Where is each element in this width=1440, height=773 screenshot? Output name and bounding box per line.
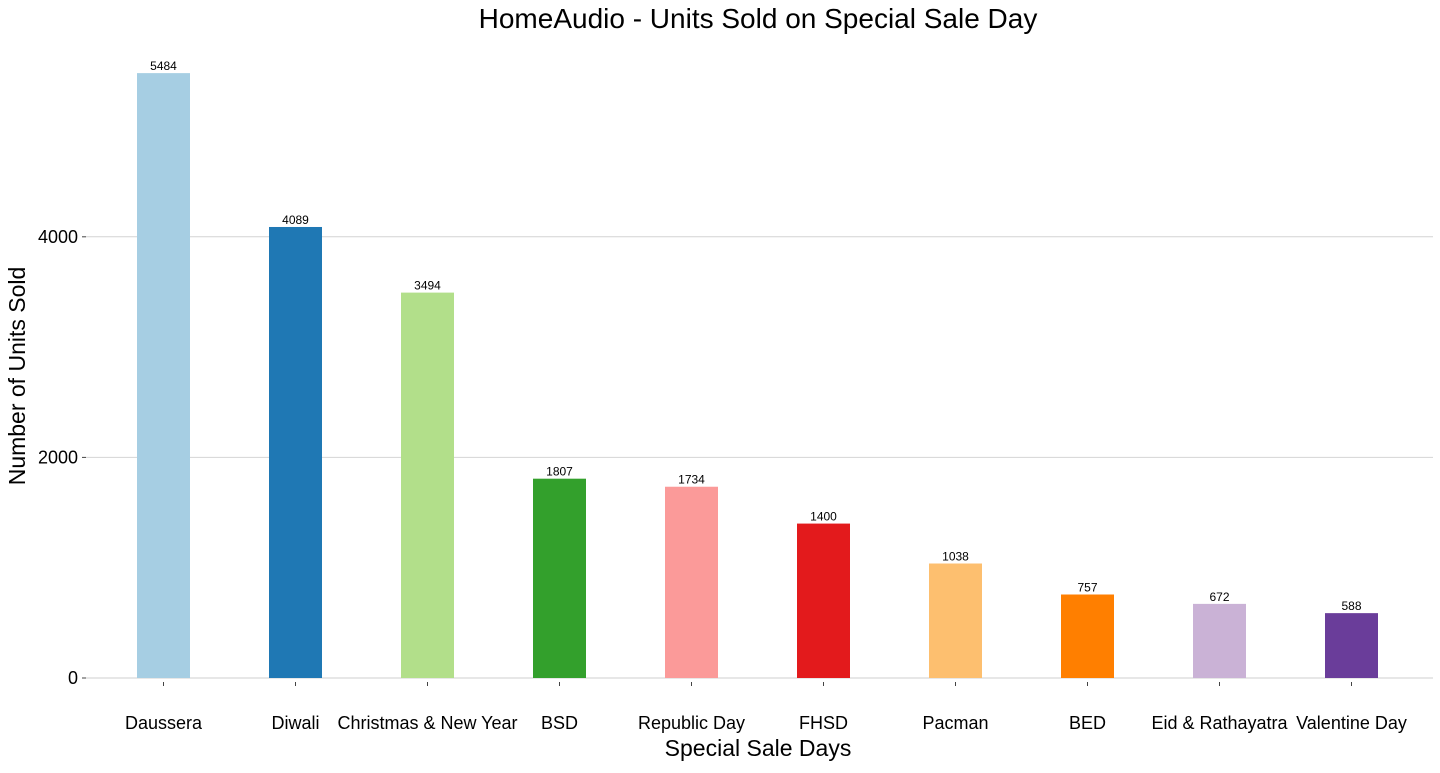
x-tick-labels: Daussera Diwali Christmas & New Year BSD Rep… (125, 682, 1407, 733)
bar (533, 478, 586, 678)
bar (1193, 603, 1246, 678)
bar-value-label: 1038 (942, 550, 969, 564)
bar (665, 486, 718, 678)
x-tick-label: Christmas & New Year (337, 713, 517, 733)
bars (137, 73, 1378, 678)
bar-value-label: 3494 (414, 279, 441, 293)
bar-value-label: 588 (1341, 599, 1361, 613)
x-tick-label: Republic Day (638, 713, 745, 733)
x-tick-label: BSD (541, 713, 578, 733)
bar (137, 73, 190, 678)
y-tick-label: 4000 (38, 227, 78, 247)
x-tick-label: Valentine Day (1296, 713, 1407, 733)
y-tick-label: 2000 (38, 447, 78, 467)
x-axis-title: Special Sale Days (665, 735, 852, 761)
bar (797, 523, 850, 678)
bar-value-label: 1734 (678, 473, 705, 487)
x-tick-label: Diwali (271, 713, 319, 733)
bar (929, 563, 982, 678)
bar-value-label: 757 (1077, 581, 1097, 595)
bar-value-label: 1400 (810, 510, 837, 524)
bar-value-label: 4089 (282, 213, 309, 227)
x-tick-label: Daussera (125, 713, 203, 733)
x-tick-label: Eid & Rathayatra (1151, 713, 1288, 733)
bar (1061, 594, 1114, 678)
y-tick-labels: 0 2000 4000 (38, 227, 86, 688)
y-tick-label: 0 (68, 668, 78, 688)
chart-title: HomeAudio - Units Sold on Special Sale D… (479, 3, 1038, 34)
bar-value-label: 672 (1209, 590, 1229, 604)
y-axis-title: Number of Units Sold (4, 267, 30, 486)
bar-value-label: 1807 (546, 465, 573, 479)
data-labels: 5484 4089 3494 1807 1734 1400 1038 757 672 588 (150, 59, 1362, 613)
bar (1325, 613, 1378, 678)
bar-value-label: 5484 (150, 59, 177, 73)
bar (401, 292, 454, 678)
x-tick-label: FHSD (799, 713, 848, 733)
bar (269, 226, 322, 678)
x-tick-label: BED (1069, 713, 1106, 733)
x-tick-label: Pacman (922, 713, 988, 733)
